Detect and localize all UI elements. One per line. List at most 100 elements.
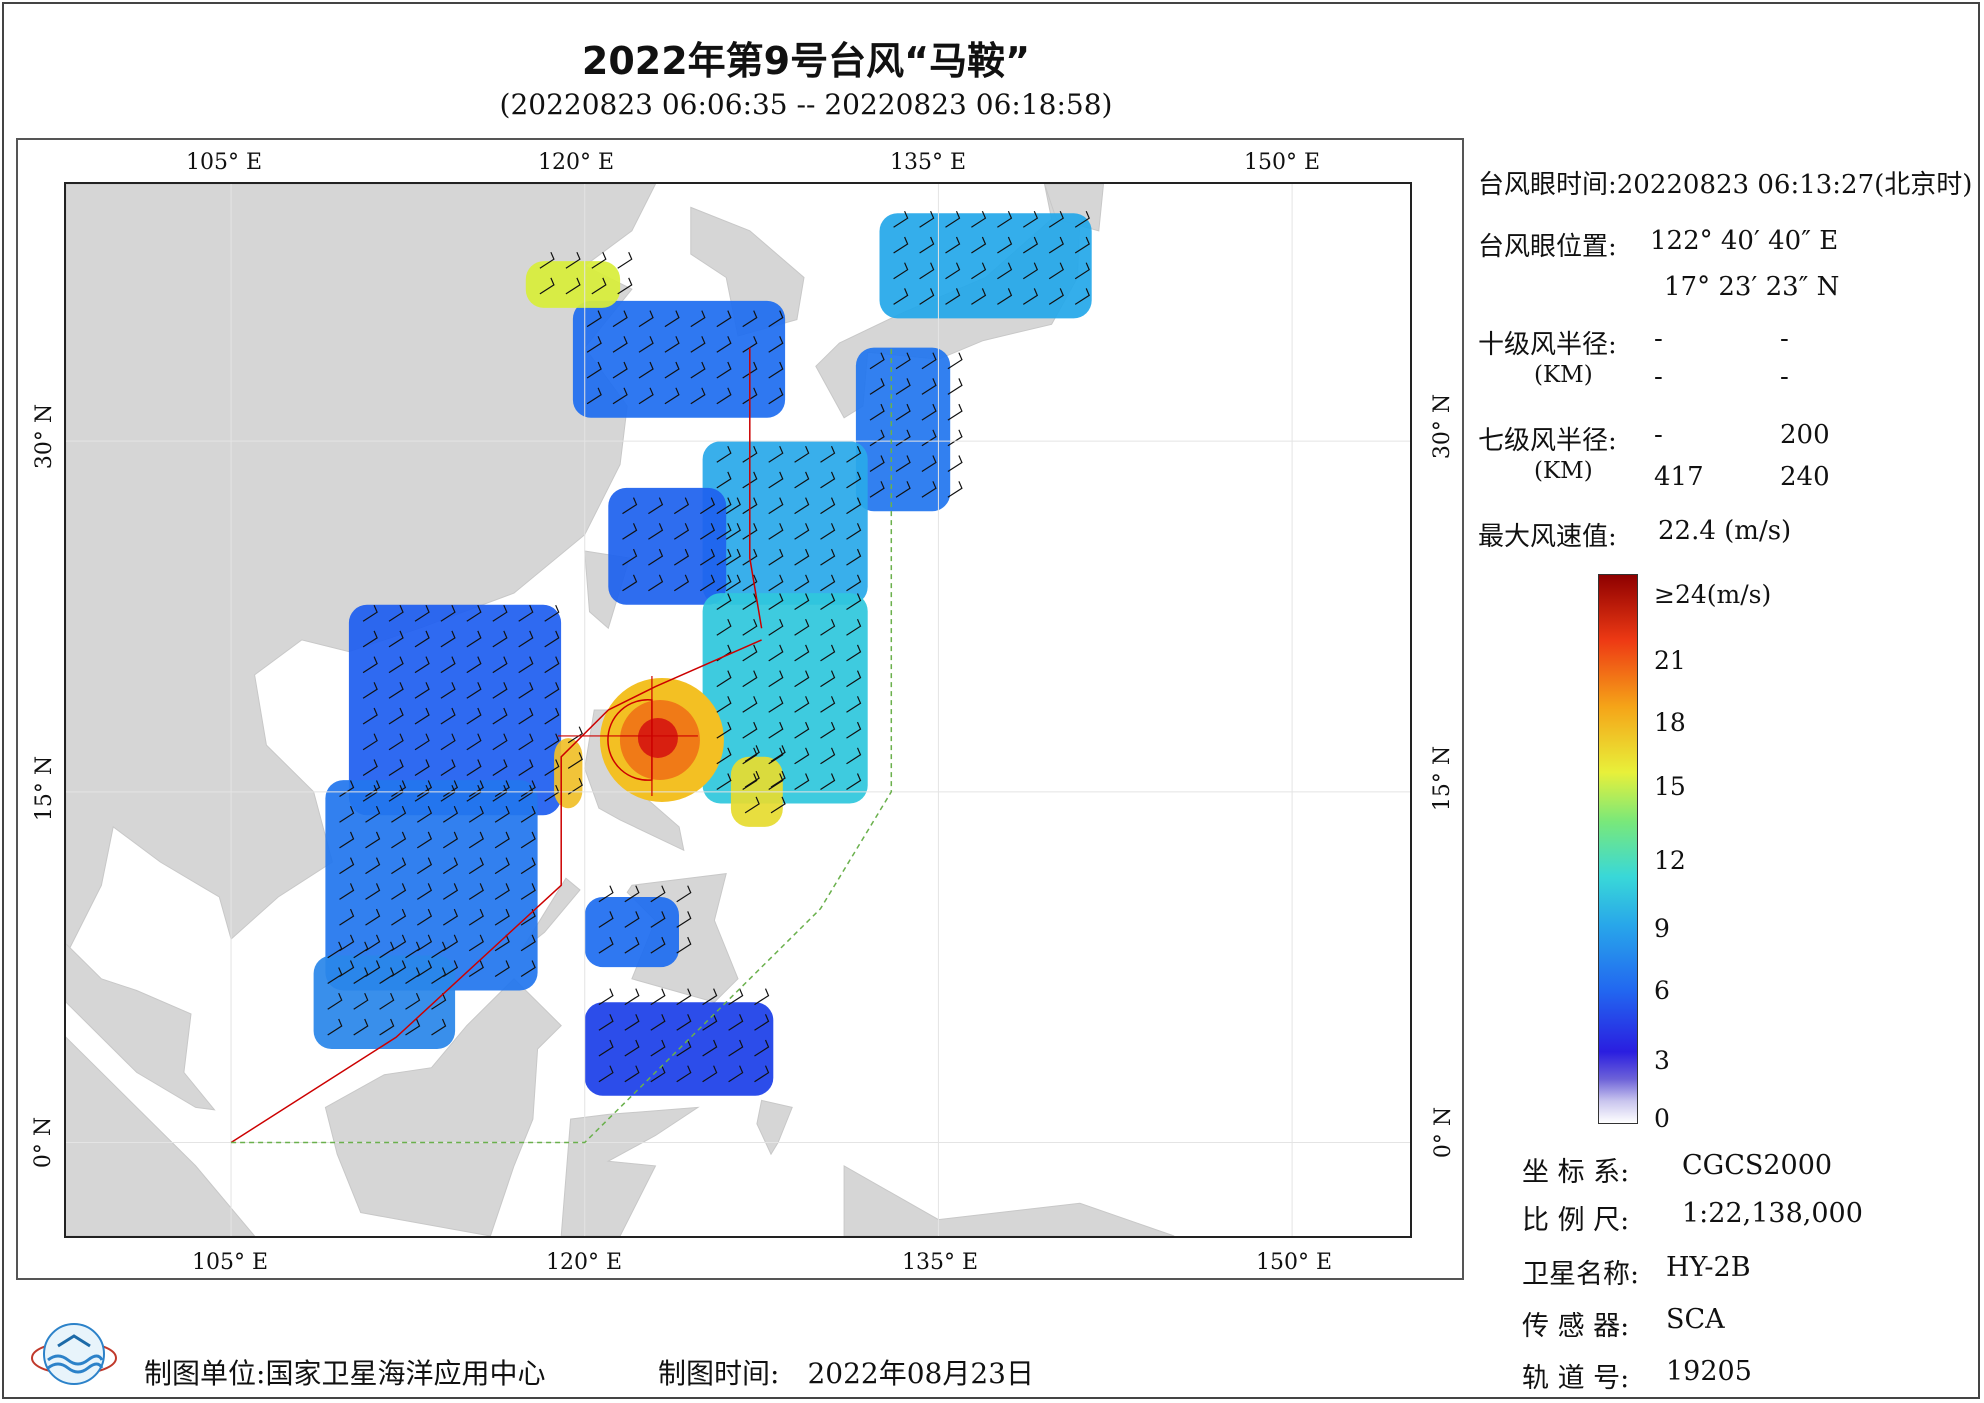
wind-barb-160 <box>768 747 784 765</box>
wind-barb-86 <box>921 403 937 421</box>
wind-barb-350 <box>650 936 666 954</box>
wind-barb-101 <box>846 574 862 592</box>
wind-barb-330 <box>379 1018 395 1036</box>
wind-barb-46 <box>1048 262 1064 280</box>
satellite-label: 卫星名称: <box>1522 1259 1640 1290</box>
wind-barb-270 <box>494 960 510 978</box>
wind-barb-93 <box>895 352 911 370</box>
wind-barb-384 <box>676 988 692 1006</box>
wind-barb-231 <box>544 707 560 725</box>
wind-barb-293 <box>468 883 484 900</box>
wind-barb-333 <box>327 992 343 1010</box>
r10-value-ne: - <box>1654 324 1663 354</box>
wind-barb-115 <box>742 497 758 515</box>
wind-barb-35 <box>971 288 987 305</box>
wind-barb-62 <box>1048 210 1064 228</box>
wind-barb-89 <box>895 378 911 395</box>
wind-barb-128 <box>768 445 784 463</box>
wind-barb-228 <box>466 707 482 725</box>
wind-barb-87 <box>947 403 963 421</box>
wind-barb-15 <box>768 361 784 379</box>
wind-barb-50 <box>945 236 961 254</box>
wind-barb-212 <box>466 759 482 777</box>
wind-barb-97 <box>742 574 758 592</box>
wind-barb-329 <box>353 1018 369 1036</box>
wind-barb-121 <box>742 471 758 489</box>
wind-barb-247 <box>544 656 560 674</box>
wind-barb-130 <box>820 445 836 463</box>
wind-barb-361 <box>624 1065 640 1083</box>
eye-crosshair <box>557 675 698 796</box>
wind-patch-13 <box>554 738 583 809</box>
wind-barb-238 <box>518 682 534 699</box>
wind-barb-357 <box>624 885 640 903</box>
wind-barb-214 <box>518 759 534 777</box>
wind-barb-234 <box>414 682 430 699</box>
wind-barb-4 <box>690 387 706 405</box>
graticule <box>66 184 1410 1236</box>
wind-barb-222 <box>518 733 534 751</box>
wind-barb-192 <box>820 618 836 636</box>
footer-unit-value: 国家卫星海洋应用中心 <box>265 1357 546 1390</box>
wind-barb-392 <box>744 745 760 762</box>
lon-label-top-105: 105° E <box>186 150 263 175</box>
wind-barb-71 <box>617 251 633 269</box>
max-wind-label: 最大风速值: <box>1478 522 1617 552</box>
lat-label-right-0: 0° N <box>1431 1106 1457 1159</box>
wind-barb-10 <box>638 361 654 379</box>
wind-speed-colorbar <box>1598 574 1638 1124</box>
wind-barb-391 <box>770 770 786 788</box>
wind-barb-331 <box>405 1018 421 1036</box>
sensor-row: 传 感 器: SCA <box>1522 1304 1725 1343</box>
lon-label-top-135: 135° E <box>890 150 967 175</box>
lon-label-bottom-120: 120° E <box>546 1250 623 1275</box>
land-mass-0 <box>66 184 657 956</box>
wind-barb-127 <box>742 445 758 463</box>
wind-barb-385 <box>702 988 718 1006</box>
eye-position-row: 台风眼位置: 122° 40′ 40″ E <box>1478 226 1838 263</box>
wind-barb-154 <box>768 773 784 791</box>
wind-barb-229 <box>492 707 508 725</box>
wind-barb-230 <box>518 707 534 725</box>
wind-barb-136 <box>725 574 741 592</box>
wind-barb-332 <box>431 1018 447 1036</box>
wind-barb-326 <box>494 780 510 798</box>
wind-barb-164 <box>716 721 732 739</box>
wind-barb-342 <box>431 967 447 985</box>
wind-barb-162 <box>820 747 836 765</box>
wind-barb-386 <box>728 988 744 1006</box>
max-wind-value: 22.4 (m/s) <box>1658 516 1792 546</box>
sensor-label: 传 感 器: <box>1522 1311 1630 1342</box>
wind-barb-215 <box>544 759 560 777</box>
max-wind-row: 最大风速值: 22.4 (m/s) <box>1478 516 1791 553</box>
wind-barb-95 <box>947 352 963 370</box>
wind-barb-284 <box>442 908 459 926</box>
wind-barb-117 <box>794 497 810 515</box>
wind-barb-124 <box>820 471 836 489</box>
wind-barb-300 <box>442 857 459 875</box>
orbit-value: 19205 <box>1666 1356 1752 1387</box>
wind-barb-92 <box>869 352 885 370</box>
wind-barb-165 <box>742 721 758 739</box>
wind-barb-288 <box>339 883 355 900</box>
wind-barb-59 <box>971 210 987 228</box>
wind-barb-188 <box>716 618 732 636</box>
wind-barb-65 <box>565 277 581 295</box>
wind-barb-289 <box>365 883 381 900</box>
wind-barb-33 <box>919 288 935 305</box>
crs-row: 坐 标 系: CGCS2000 <box>1522 1150 1832 1189</box>
eye-longitude: 122° 40′ 40″ E <box>1650 226 1839 256</box>
wind-barb-208 <box>362 759 378 777</box>
r10-value-se: - <box>1780 324 1789 354</box>
wind-barb-123 <box>794 471 810 489</box>
wind-barb-296 <box>339 857 355 875</box>
wind-barb-67 <box>617 277 633 295</box>
satellite-row: 卫星名称: HY-2B <box>1522 1252 1751 1291</box>
wind-barb-286 <box>494 908 510 926</box>
wind-barb-116 <box>768 497 784 515</box>
wind-barb-267 <box>416 960 433 978</box>
footer-unit-label: 制图单位: <box>144 1357 266 1390</box>
wind-barb-313 <box>365 805 381 823</box>
wind-barb-323 <box>416 780 433 798</box>
wind-barb-213 <box>492 759 508 777</box>
